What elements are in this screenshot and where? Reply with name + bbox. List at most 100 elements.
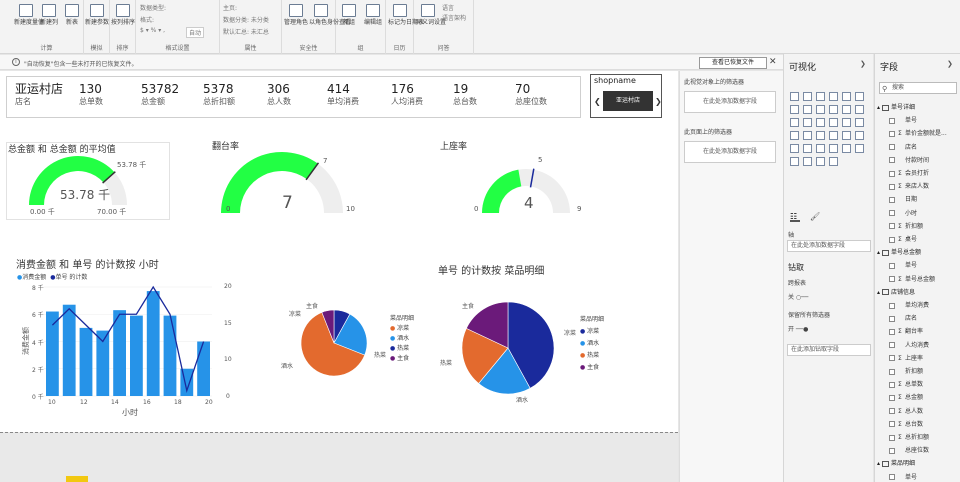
home-table-dropdown[interactable]: 主页: (223, 5, 238, 12)
visual-type-icon[interactable] (816, 92, 825, 101)
field-item[interactable]: Σ 总金额 (889, 392, 923, 402)
checkbox-icon[interactable] (889, 157, 895, 164)
field-search-input[interactable]: ⚲ 搜索 (879, 82, 957, 94)
checkbox-icon[interactable] (889, 447, 895, 454)
field-item[interactable]: 人均消费 (889, 340, 929, 350)
checkbox-icon[interactable] (889, 394, 895, 401)
visual-type-icon[interactable] (816, 131, 825, 140)
visual-type-icon[interactable] (842, 144, 851, 153)
field-item[interactable]: Σ 总折扣额 (889, 432, 929, 442)
checkbox-icon[interactable] (889, 355, 895, 362)
chevron-right-icon[interactable]: ❯ (655, 97, 662, 106)
visual-type-icon[interactable] (790, 105, 799, 114)
linguistic-schema-dropdown[interactable]: 语言架构 (442, 15, 467, 22)
drillthrough-well[interactable]: 在此添加钻取字段 (787, 344, 871, 356)
chevron-right-icon[interactable]: ❯ (860, 60, 866, 68)
field-item[interactable]: 单号 (889, 260, 917, 270)
close-icon[interactable]: ✕ (769, 57, 777, 67)
field-item[interactable]: 单均消费 (889, 300, 929, 310)
checkbox-icon[interactable] (889, 117, 895, 124)
gauge-total-amount-frame[interactable] (6, 142, 170, 220)
visual-type-icon[interactable] (855, 118, 864, 127)
visual-type-icon[interactable] (842, 105, 851, 114)
checkbox-icon[interactable] (889, 144, 895, 151)
visual-type-icon[interactable] (803, 118, 812, 127)
manage-roles-button[interactable]: 管理角色 (284, 4, 308, 26)
view-recovered-files-button[interactable]: 查看已恢复文件 (699, 57, 767, 69)
checkbox-icon[interactable] (889, 342, 895, 349)
field-item[interactable]: Σ 总台数 (889, 419, 923, 429)
checkbox-icon[interactable] (889, 276, 895, 283)
visual-type-icon[interactable] (803, 157, 812, 166)
checkbox-icon[interactable] (889, 408, 895, 415)
page-tab[interactable] (66, 476, 88, 482)
new-measure-button[interactable]: 新建度量值 (14, 4, 44, 26)
checkbox-icon[interactable] (889, 210, 895, 217)
field-table[interactable]: ▴ 单号总金额 (877, 249, 921, 257)
chevron-left-icon[interactable]: ❮ (594, 97, 601, 106)
field-item[interactable]: 单号 (889, 115, 917, 125)
visual-type-icon[interactable] (816, 144, 825, 153)
checkbox-icon[interactable] (889, 368, 895, 375)
slicer-selected-tile[interactable]: 亚运村店 (603, 91, 653, 111)
field-item[interactable]: Σ 总人数 (889, 406, 923, 416)
checkbox-icon[interactable] (889, 170, 895, 177)
visual-type-icon[interactable] (829, 105, 838, 114)
field-item[interactable]: 日期 (889, 194, 917, 204)
checkbox-icon[interactable] (889, 302, 895, 309)
visual-type-icon[interactable] (816, 105, 825, 114)
number-format-buttons[interactable]: $ ▾ % ▾ , (140, 27, 166, 34)
visual-type-icon[interactable] (855, 144, 864, 153)
visual-type-icon[interactable] (842, 92, 851, 101)
fields-tab-icon[interactable]: ☷ (790, 212, 800, 222)
field-item[interactable]: 单号 (889, 472, 917, 482)
field-item[interactable]: 小时 (889, 208, 917, 218)
visual-type-icon[interactable] (790, 131, 799, 140)
field-item[interactable]: Σ 来店人数 (889, 181, 929, 191)
axis-well[interactable]: 在此处添加数据字段 (787, 240, 871, 252)
field-item[interactable]: Σ 单号总金额 (889, 274, 935, 284)
checkbox-icon[interactable] (889, 381, 895, 388)
visual-type-icon[interactable] (829, 157, 838, 166)
checkbox-icon[interactable] (889, 328, 895, 335)
visual-type-icon[interactable] (829, 131, 838, 140)
checkbox-icon[interactable] (889, 196, 895, 203)
visual-type-icon[interactable] (855, 92, 864, 101)
visual-type-icon[interactable] (803, 105, 812, 114)
format-paint-icon[interactable]: 🖌 (810, 212, 821, 221)
field-item[interactable]: Σ 翻台率 (889, 326, 923, 336)
field-item[interactable]: Σ 折扣额 (889, 221, 923, 231)
sort-by-column-button[interactable]: 按列排序 (111, 4, 135, 26)
edit-group-button[interactable]: 编辑组 (361, 4, 385, 26)
checkbox-icon[interactable] (889, 315, 895, 322)
page-filters-well[interactable]: 在此处添加数据字段 (684, 141, 776, 163)
field-item[interactable]: 付款时间 (889, 155, 929, 165)
field-table[interactable]: ▴ 菜品明细 (877, 460, 915, 468)
decimal-places-input[interactable]: 自动 (186, 27, 205, 38)
new-group-button[interactable]: 新组 (337, 4, 361, 26)
field-item[interactable]: Σ 桌号 (889, 234, 917, 244)
visual-type-icon[interactable] (855, 105, 864, 114)
language-dropdown[interactable]: 语言 (442, 5, 455, 12)
checkbox-icon[interactable] (889, 474, 895, 481)
chevron-right-icon[interactable]: ❯ (947, 60, 953, 68)
field-item[interactable]: 折扣额 (889, 366, 923, 376)
checkbox-icon[interactable] (889, 434, 895, 441)
checkbox-icon[interactable] (889, 421, 895, 428)
synonyms-button[interactable]: 同义词设置 (416, 4, 446, 26)
field-table[interactable]: ▴ 店铺信息 (877, 288, 915, 296)
visual-type-icon[interactable] (790, 118, 799, 127)
checkbox-icon[interactable] (889, 262, 895, 269)
keep-filters-toggle[interactable]: 开 ──● (788, 326, 809, 333)
format-dropdown[interactable]: 格式: (140, 17, 155, 24)
field-item[interactable]: Σ 上座率 (889, 353, 923, 363)
visual-type-icon[interactable] (816, 118, 825, 127)
field-item[interactable]: 店名 (889, 313, 917, 323)
visual-type-icon[interactable] (816, 157, 825, 166)
visual-type-icon[interactable] (829, 118, 838, 127)
new-column-button[interactable]: 新建列 (37, 4, 61, 26)
checkbox-icon[interactable] (889, 223, 895, 230)
new-parameter-button[interactable]: 新建参数 (85, 4, 109, 26)
checkbox-icon[interactable] (889, 183, 895, 190)
field-table[interactable]: ▴ 单号详细 (877, 104, 915, 111)
